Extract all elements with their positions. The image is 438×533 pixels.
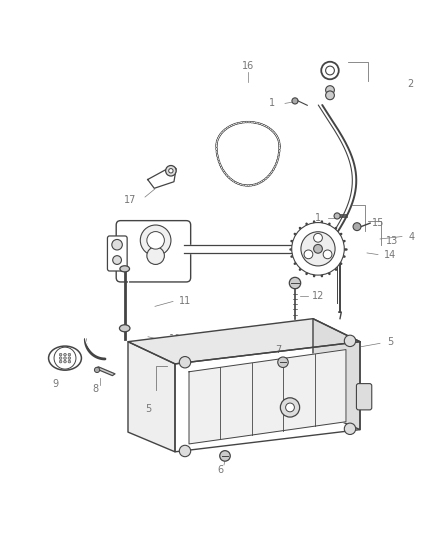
Circle shape (314, 233, 322, 242)
Circle shape (292, 223, 344, 275)
Circle shape (301, 232, 335, 266)
Text: 12: 12 (312, 290, 324, 301)
Text: 1: 1 (269, 99, 275, 108)
Text: 17: 17 (124, 195, 136, 205)
Circle shape (113, 256, 121, 264)
Text: 7: 7 (275, 345, 281, 355)
Text: 1: 1 (315, 213, 321, 223)
Circle shape (344, 423, 356, 434)
Polygon shape (189, 350, 346, 444)
Circle shape (59, 357, 62, 359)
Text: 15: 15 (372, 217, 384, 228)
Polygon shape (184, 245, 305, 254)
Text: 9: 9 (52, 379, 58, 390)
Circle shape (179, 445, 191, 457)
Circle shape (325, 91, 334, 100)
FancyBboxPatch shape (357, 384, 372, 410)
Circle shape (325, 86, 334, 94)
Circle shape (314, 245, 322, 253)
Circle shape (140, 225, 171, 256)
Circle shape (220, 451, 230, 461)
Circle shape (290, 277, 301, 289)
Circle shape (68, 360, 71, 363)
Circle shape (280, 398, 300, 417)
Circle shape (112, 239, 122, 250)
Circle shape (166, 166, 176, 176)
Circle shape (147, 247, 164, 264)
Circle shape (54, 347, 76, 369)
Circle shape (64, 353, 66, 356)
Text: 5: 5 (387, 337, 393, 346)
Circle shape (278, 357, 288, 367)
Polygon shape (96, 367, 115, 376)
Polygon shape (313, 319, 360, 430)
Circle shape (323, 250, 332, 259)
Circle shape (95, 367, 100, 373)
Circle shape (353, 223, 361, 231)
Text: 16: 16 (242, 61, 254, 70)
Polygon shape (175, 342, 360, 452)
Circle shape (286, 403, 294, 412)
Circle shape (169, 168, 173, 173)
Text: 14: 14 (384, 249, 396, 260)
Ellipse shape (120, 266, 130, 272)
Circle shape (64, 360, 66, 363)
FancyBboxPatch shape (116, 221, 191, 282)
Text: 6: 6 (217, 465, 223, 475)
Circle shape (147, 231, 164, 249)
Ellipse shape (49, 346, 81, 370)
Circle shape (179, 357, 191, 368)
Circle shape (68, 357, 71, 359)
Circle shape (68, 353, 71, 356)
Text: 2: 2 (407, 79, 413, 90)
FancyBboxPatch shape (107, 236, 127, 271)
Circle shape (59, 353, 62, 356)
Text: 4: 4 (409, 231, 415, 241)
Circle shape (64, 357, 66, 359)
Text: 11: 11 (179, 296, 191, 305)
Circle shape (292, 98, 298, 104)
Circle shape (334, 213, 340, 219)
Circle shape (321, 62, 339, 79)
Text: 13: 13 (386, 236, 398, 246)
Circle shape (344, 335, 356, 346)
Ellipse shape (120, 325, 130, 332)
Text: 8: 8 (92, 384, 98, 393)
Text: 3: 3 (309, 228, 315, 237)
Text: 5: 5 (145, 404, 151, 414)
Circle shape (304, 250, 313, 259)
Text: 10: 10 (169, 334, 181, 344)
Polygon shape (128, 342, 175, 452)
Circle shape (59, 360, 62, 363)
Polygon shape (148, 166, 176, 188)
Circle shape (325, 66, 334, 75)
Polygon shape (128, 319, 360, 364)
